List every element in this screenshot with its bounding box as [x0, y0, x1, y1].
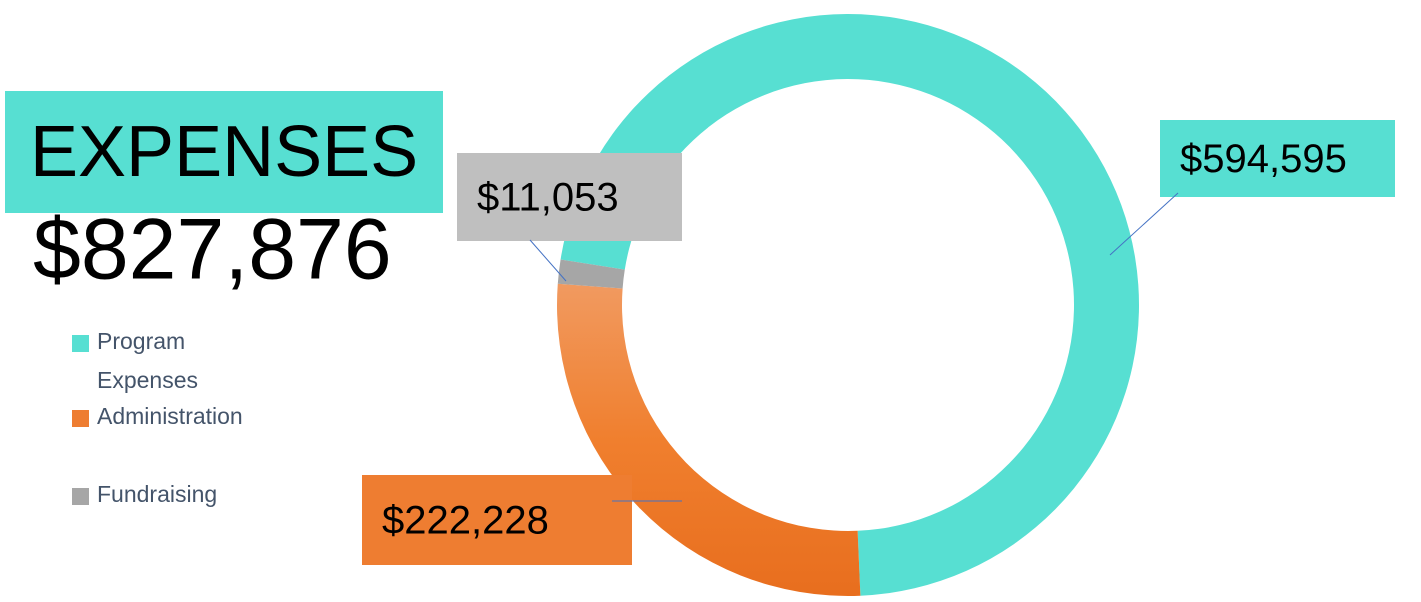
data-label: $594,595 [1180, 137, 1347, 181]
leader-line [529, 239, 567, 282]
legend-swatch [72, 410, 89, 427]
title-box [5, 91, 443, 213]
legend: Program Expenses Administration Fundraising [72, 328, 243, 507]
labels: $594,595 $222,228 $11,053 [362, 120, 1395, 565]
legend-label: Program Expenses [97, 328, 198, 393]
legend-label: Administration [97, 403, 243, 429]
label-box [1160, 120, 1395, 197]
donut [556, 14, 1139, 596]
label-box [457, 153, 682, 241]
slice [556, 283, 861, 596]
leader-line [1109, 192, 1179, 256]
legend-swatch [72, 488, 89, 505]
chart-title: EXPENSES [30, 112, 418, 192]
legend-label: Fundraising [97, 481, 217, 507]
legend-swatch [72, 335, 89, 352]
data-label: $11,053 [477, 176, 619, 220]
slice [557, 259, 625, 289]
label-box [362, 475, 632, 565]
data-label: $222,228 [382, 499, 549, 543]
total: $827,876 [33, 202, 392, 298]
